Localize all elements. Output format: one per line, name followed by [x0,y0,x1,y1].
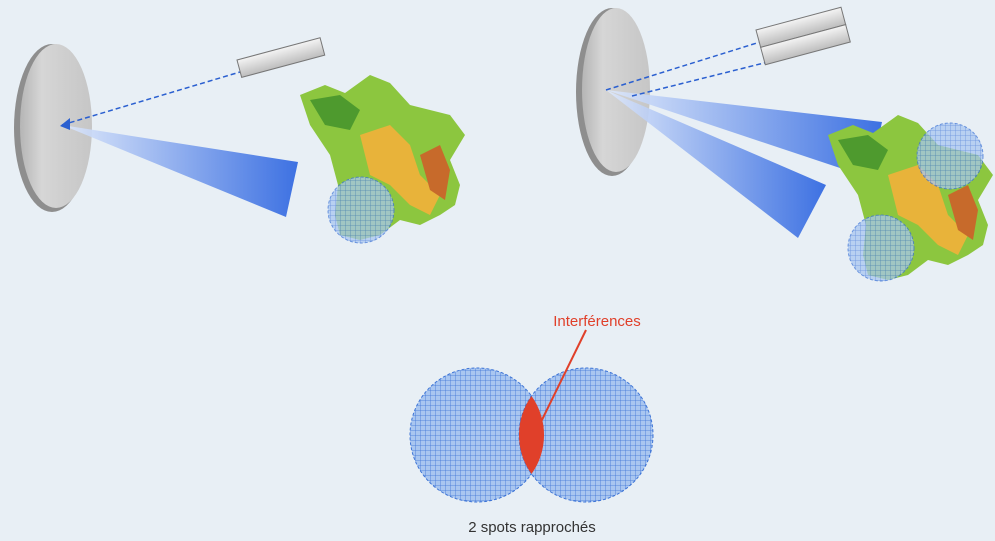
caption: 2 spots rapprochés [468,519,596,536]
scene-two-spots [576,6,993,282]
interference-label: Interférences [553,313,641,330]
scene-single-spot [14,37,465,244]
interference-diagram: Interférences 2 spots rapprochés [409,313,654,536]
